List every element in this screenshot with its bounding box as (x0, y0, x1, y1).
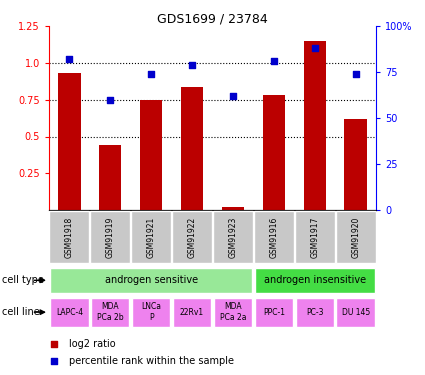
FancyBboxPatch shape (254, 211, 294, 263)
Text: cell line: cell line (2, 307, 40, 317)
FancyBboxPatch shape (295, 297, 334, 327)
Text: androgen sensitive: androgen sensitive (105, 275, 198, 285)
Text: cell type: cell type (2, 275, 44, 285)
Point (270, 58, 277, 64)
FancyBboxPatch shape (213, 211, 253, 263)
Text: MDA
PCa 2b: MDA PCa 2b (97, 303, 124, 322)
Point (50, 358, 57, 364)
Text: GSM91921: GSM91921 (147, 217, 156, 258)
Point (352, 71, 359, 77)
Text: androgen insensitive: androgen insensitive (264, 275, 366, 285)
Text: DU 145: DU 145 (342, 308, 370, 316)
Bar (303, 41, 326, 210)
FancyBboxPatch shape (90, 211, 130, 263)
Text: 22Rv1: 22Rv1 (180, 308, 204, 316)
Text: PPC-1: PPC-1 (263, 308, 285, 316)
Bar (140, 100, 162, 210)
Point (50, 341, 57, 347)
Text: GSM91923: GSM91923 (229, 216, 238, 258)
Point (189, 62, 196, 68)
Bar (263, 95, 285, 210)
Text: LNCa
P: LNCa P (141, 303, 161, 322)
Point (230, 93, 236, 99)
Text: log2 ratio: log2 ratio (69, 339, 115, 349)
Text: percentile rank within the sample: percentile rank within the sample (69, 356, 234, 366)
FancyBboxPatch shape (49, 211, 89, 263)
FancyBboxPatch shape (336, 211, 376, 263)
FancyBboxPatch shape (255, 297, 293, 327)
Text: MDA
PCa 2a: MDA PCa 2a (220, 303, 246, 322)
Text: GSM91919: GSM91919 (106, 216, 115, 258)
Text: GSM91922: GSM91922 (187, 217, 196, 258)
FancyBboxPatch shape (132, 297, 170, 327)
FancyBboxPatch shape (91, 297, 130, 327)
FancyBboxPatch shape (173, 297, 211, 327)
Point (66, 56, 73, 62)
Bar (344, 119, 367, 210)
FancyBboxPatch shape (295, 211, 335, 263)
Text: GSM91918: GSM91918 (65, 217, 74, 258)
Title: GDS1699 / 23784: GDS1699 / 23784 (157, 12, 268, 25)
FancyBboxPatch shape (255, 268, 375, 293)
Bar (181, 87, 203, 210)
Text: PC-3: PC-3 (306, 308, 323, 316)
FancyBboxPatch shape (131, 211, 171, 263)
Bar (222, 207, 244, 210)
Text: GSM91920: GSM91920 (351, 216, 360, 258)
FancyBboxPatch shape (214, 297, 252, 327)
FancyBboxPatch shape (50, 297, 88, 327)
FancyBboxPatch shape (50, 268, 252, 293)
FancyBboxPatch shape (337, 297, 375, 327)
Point (312, 45, 318, 51)
Point (107, 97, 113, 103)
Point (148, 71, 155, 77)
Text: LAPC-4: LAPC-4 (56, 308, 83, 316)
Bar (99, 146, 122, 210)
Bar (58, 73, 81, 210)
FancyBboxPatch shape (172, 211, 212, 263)
Text: GSM91916: GSM91916 (269, 216, 278, 258)
Text: GSM91917: GSM91917 (310, 216, 319, 258)
